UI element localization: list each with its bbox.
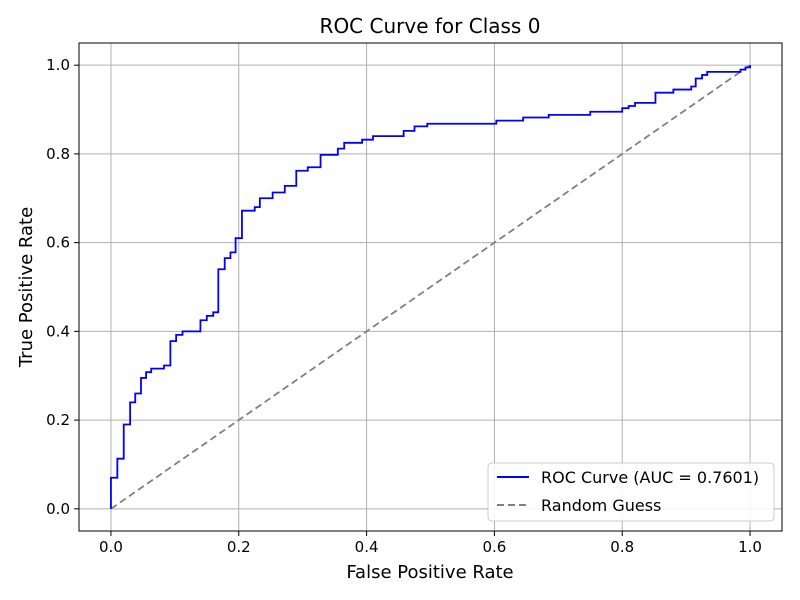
x-tick-label: 0.6 (482, 538, 506, 556)
x-tick-label: 0.0 (99, 538, 123, 556)
x-axis-label: False Positive Rate (346, 562, 513, 583)
x-tick-label: 0.4 (355, 538, 379, 556)
x-tick-label: 0.8 (610, 538, 634, 556)
y-tick-label: 0.4 (46, 322, 70, 340)
x-tick-label: 1.0 (738, 538, 762, 556)
y-tick-label: 0.8 (46, 145, 70, 163)
y-tick-label: 0.6 (46, 234, 70, 252)
x-tick-label: 0.2 (227, 538, 251, 556)
y-tick-label: 0.2 (46, 411, 70, 429)
y-tick-label: 0.0 (46, 500, 70, 518)
plot-frame (78, 42, 783, 532)
legend: ROC Curve (AUC = 0.7601) Random Guess (487, 462, 775, 522)
y-axis-label: True Positive Rate (16, 207, 37, 368)
legend-label-random: Random Guess (541, 496, 661, 515)
random-guess-line (110, 64, 751, 510)
legend-box (487, 462, 775, 522)
chart-title: ROC Curve for Class 0 (320, 14, 541, 38)
legend-label-roc: ROC Curve (AUC = 0.7601) (541, 468, 759, 487)
roc-curve-line (110, 65, 751, 509)
y-tick-label: 1.0 (46, 56, 70, 74)
tick-group: 0.0 0.2 0.4 0.6 0.8 1.0 0.0 0.2 0.4 0.6 0.8 1.0 (46, 56, 762, 556)
series-group (110, 64, 751, 510)
